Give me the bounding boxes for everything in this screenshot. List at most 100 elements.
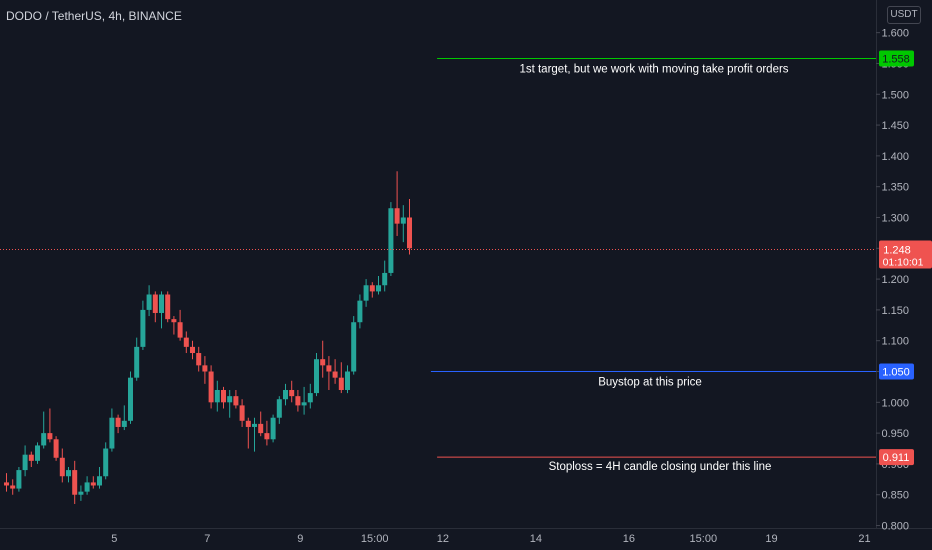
candle-body bbox=[90, 482, 96, 486]
x-tick-label: 19 bbox=[765, 533, 777, 545]
candle-body bbox=[109, 417, 115, 449]
candle-body bbox=[369, 285, 375, 292]
candle-body bbox=[41, 433, 47, 446]
candle-body bbox=[4, 482, 9, 486]
candle-body bbox=[270, 417, 276, 440]
candle-body bbox=[264, 433, 270, 440]
candle-body bbox=[400, 217, 406, 224]
x-tick-label: 9 bbox=[297, 533, 303, 545]
y-tick-label: 1.300 bbox=[881, 212, 909, 224]
x-tick-label: 16 bbox=[623, 533, 635, 545]
candle-body bbox=[28, 454, 34, 461]
candle-body bbox=[103, 448, 109, 477]
y-tick-label: 1.000 bbox=[881, 397, 909, 409]
stoploss-annotation-text: Stoploss = 4H candle closing under this … bbox=[549, 461, 772, 473]
y-tick-label: 0.850 bbox=[881, 490, 909, 502]
y-tick-label: 1.600 bbox=[881, 28, 909, 40]
candle-body bbox=[47, 433, 53, 440]
candle-body bbox=[394, 208, 400, 224]
candle-body bbox=[351, 322, 357, 372]
buystop-annotation-text: Buystop at this price bbox=[598, 377, 702, 389]
candle-body bbox=[233, 396, 239, 406]
candle-body bbox=[338, 377, 344, 390]
candle-body bbox=[382, 272, 388, 286]
candle-body bbox=[202, 365, 208, 372]
candle-body bbox=[252, 423, 257, 427]
candle-body bbox=[208, 371, 214, 403]
candle-body bbox=[84, 482, 90, 492]
candle-body bbox=[388, 208, 394, 273]
y-tick-label: 1.500 bbox=[881, 89, 909, 101]
currency-button[interactable]: USDT bbox=[887, 6, 921, 24]
x-tick-label: 7 bbox=[204, 533, 210, 545]
candle-body bbox=[214, 389, 220, 403]
candle-body bbox=[140, 309, 146, 347]
x-tick-label: 12 bbox=[437, 533, 449, 545]
candle-body bbox=[165, 294, 171, 320]
buystop-price-label: 1.050 bbox=[882, 367, 910, 379]
x-tick-label: 5 bbox=[111, 533, 117, 545]
target-annotation-text: 1st target, but we work with moving take… bbox=[519, 64, 788, 76]
last-price-label: 1.248 bbox=[883, 245, 911, 257]
buystop-price-tag bbox=[879, 363, 914, 380]
candle-body bbox=[258, 423, 264, 434]
candle-body bbox=[357, 300, 363, 323]
candle-body bbox=[146, 294, 152, 310]
candle-body bbox=[59, 457, 65, 477]
candle-body bbox=[22, 454, 28, 471]
candle-body bbox=[97, 476, 102, 486]
y-tick-label: 1.350 bbox=[881, 182, 909, 194]
candle-body bbox=[121, 420, 127, 427]
candle-body bbox=[35, 445, 40, 461]
candle-body bbox=[332, 371, 338, 378]
candle-body bbox=[221, 389, 226, 403]
candle-body bbox=[326, 365, 332, 372]
target-price-tag bbox=[879, 50, 914, 67]
candle-body bbox=[276, 399, 282, 418]
candle-body bbox=[407, 217, 412, 249]
candle-body bbox=[171, 319, 177, 323]
candle-body bbox=[320, 359, 326, 366]
x-tick-label: 21 bbox=[858, 533, 870, 545]
y-tick-label: 1.100 bbox=[881, 336, 909, 348]
candle-body bbox=[196, 353, 202, 366]
candle-body bbox=[190, 346, 195, 354]
candle-body bbox=[53, 439, 59, 458]
stoploss-price-tag bbox=[879, 449, 914, 466]
candle-body bbox=[289, 389, 295, 397]
candle-body bbox=[78, 491, 84, 495]
candle-body bbox=[10, 485, 16, 489]
candle-body bbox=[295, 396, 301, 406]
chart-title: DODO / TetherUS, 4h, BINANCE bbox=[6, 9, 182, 23]
candle-body bbox=[245, 420, 251, 427]
y-tick-label: 1.400 bbox=[881, 151, 909, 163]
candle-body bbox=[128, 377, 133, 421]
candle-body bbox=[301, 402, 307, 406]
candle-body bbox=[115, 417, 121, 427]
candle-body bbox=[363, 285, 369, 301]
y-tick-label: 1.150 bbox=[881, 305, 909, 317]
candle-body bbox=[345, 371, 350, 390]
candle-body bbox=[314, 359, 319, 394]
candle-body bbox=[72, 470, 78, 495]
last-price-countdown: 01:10:01 bbox=[883, 257, 924, 269]
candle-body bbox=[177, 322, 183, 338]
candle-body bbox=[159, 294, 164, 313]
y-tick-label: 0.950 bbox=[881, 428, 909, 440]
candles-group bbox=[4, 171, 412, 504]
candle-body bbox=[283, 389, 288, 400]
candle-body bbox=[134, 346, 140, 378]
x-tick-label: 14 bbox=[530, 533, 542, 545]
y-tick-label: 1.450 bbox=[881, 120, 909, 132]
y-tick-label: 0.800 bbox=[881, 521, 909, 533]
candle-body bbox=[16, 470, 22, 489]
candle-body bbox=[66, 470, 71, 477]
x-tick-label: 15:00 bbox=[690, 533, 718, 545]
y-tick-label: 1.200 bbox=[881, 274, 909, 286]
last-price-tag bbox=[879, 240, 932, 269]
target-price-label: 1.558 bbox=[882, 54, 910, 66]
candle-body bbox=[307, 393, 313, 403]
x-tick-label: 15:00 bbox=[361, 533, 389, 545]
